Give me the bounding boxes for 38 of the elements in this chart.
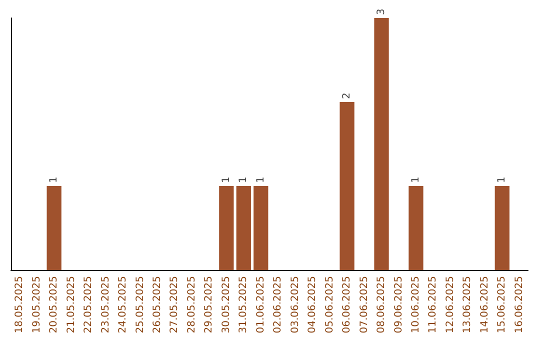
x-tick-label: 24.05.2025 bbox=[118, 276, 129, 334]
x-tick-label: 19.05.2025 bbox=[31, 276, 42, 334]
x-tick-label: 23.05.2025 bbox=[100, 276, 112, 334]
x-tick-label: 30.05.2025 bbox=[220, 276, 232, 334]
x-tick-label: 07.06.2025 bbox=[358, 276, 370, 334]
x-tick-label: 04.06.2025 bbox=[307, 276, 318, 334]
x-tick-label: 25.05.2025 bbox=[134, 276, 146, 334]
x-tick-label: 29.05.2025 bbox=[204, 276, 215, 334]
x-tick-label: 14.06.2025 bbox=[479, 276, 490, 334]
x-tick-label: 16.06.2025 bbox=[514, 276, 525, 334]
x-tick-label: 31.05.2025 bbox=[238, 276, 250, 334]
x-tick-label: 08.06.2025 bbox=[376, 276, 388, 334]
x-tick-label: 21.05.2025 bbox=[66, 276, 77, 334]
data-label: 1 bbox=[220, 176, 232, 183]
x-tick-label: 13.06.2025 bbox=[462, 276, 474, 334]
data-label: 1 bbox=[496, 176, 508, 183]
data-label: 1 bbox=[410, 176, 422, 183]
x-tick-label: 26.05.2025 bbox=[152, 276, 163, 334]
x-tick-label: 06.06.2025 bbox=[342, 276, 353, 334]
x-tick-label: 15.06.2025 bbox=[496, 276, 508, 334]
x-tick-label: 03.06.2025 bbox=[290, 276, 301, 334]
x-tick-label: 22.05.2025 bbox=[83, 276, 94, 334]
x-tick-label: 05.06.2025 bbox=[324, 276, 336, 334]
x-tick-label: 02.06.2025 bbox=[272, 276, 284, 334]
data-label: 2 bbox=[342, 92, 353, 99]
x-tick-label: 10.06.2025 bbox=[410, 276, 422, 334]
x-tick-label: 09.06.2025 bbox=[393, 276, 404, 334]
x-tick-label: 20.05.2025 bbox=[48, 276, 60, 334]
x-tick-label: 11.06.2025 bbox=[428, 276, 439, 334]
data-label: 1 bbox=[255, 176, 266, 183]
x-tick-label: 12.06.2025 bbox=[444, 276, 456, 334]
data-label: 1 bbox=[48, 176, 60, 183]
x-tick-label: 27.05.2025 bbox=[169, 276, 180, 334]
x-tick-label: 18.05.2025 bbox=[14, 276, 26, 334]
x-tick-label: 01.06.2025 bbox=[255, 276, 266, 334]
data-label: 3 bbox=[376, 8, 388, 15]
data-label: 1 bbox=[238, 176, 250, 183]
x-tick-label: 28.05.2025 bbox=[186, 276, 198, 334]
